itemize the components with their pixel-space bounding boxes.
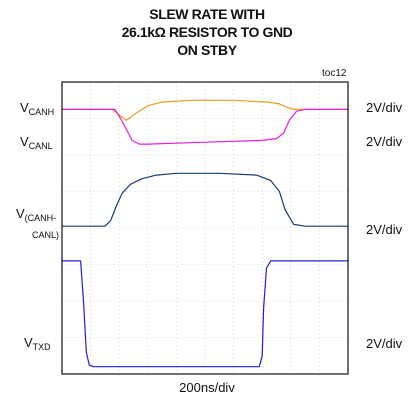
scale-canl: 2V/div xyxy=(366,134,403,149)
trace-label-canh-canl-cont: CANL) xyxy=(32,230,60,240)
trace-label-txd: VTXD xyxy=(24,335,51,352)
chart-title-line-2: 26.1kΩ RESISTOR TO GND xyxy=(121,24,293,40)
scale-txd: 2V/div xyxy=(366,336,403,351)
trace-vcanh xyxy=(62,99,348,121)
figure-id: toc12 xyxy=(322,68,347,79)
x-scale-label: 200ns/div xyxy=(179,380,235,395)
chart-title-line-3: ON STBY xyxy=(177,42,237,58)
trace-label-canl: VCANL xyxy=(20,134,53,151)
trace-label-canh-canl: V(CANH- xyxy=(16,206,57,223)
scale-canh: 2V/div xyxy=(366,100,403,115)
chart-title-line-1: SLEW RATE WITH xyxy=(149,6,265,22)
trace-vcanl xyxy=(62,108,348,145)
trace-vcanh-canl xyxy=(62,172,348,227)
trace-label-canh: VCANH xyxy=(20,100,55,117)
plot-frame xyxy=(61,81,349,375)
scale-canh-canl: 2V/div xyxy=(366,222,403,237)
trace-vtxd xyxy=(62,260,348,368)
